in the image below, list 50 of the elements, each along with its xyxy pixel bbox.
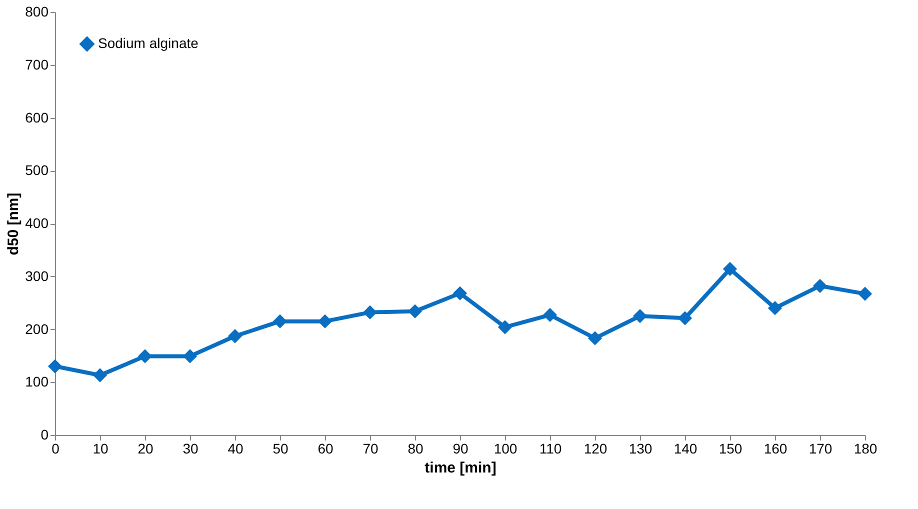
legend-label: Sodium alginate xyxy=(98,35,199,51)
x-tick-label: 70 xyxy=(362,440,378,456)
point xyxy=(722,262,738,276)
point xyxy=(182,349,198,364)
x-tick-label: 100 xyxy=(494,440,518,456)
x-tick-label: 140 xyxy=(674,440,698,456)
point xyxy=(452,286,468,300)
point xyxy=(812,278,828,293)
x-tick-label: 120 xyxy=(584,440,608,456)
y-tick-label: 800 xyxy=(25,4,49,20)
y-tick-label: 400 xyxy=(25,215,49,231)
x-axis-title: time [min] xyxy=(424,460,496,476)
x-tick-label: 170 xyxy=(808,440,832,456)
x-tick-label: 90 xyxy=(452,440,468,456)
x-tick-label: 0 xyxy=(52,440,60,456)
x-tick-label: 60 xyxy=(318,440,334,456)
y-axis-title: d50 [nm] xyxy=(5,192,22,256)
point xyxy=(228,329,242,344)
x-tick-label: 30 xyxy=(182,440,198,456)
point xyxy=(408,304,422,318)
x-tick-label: 80 xyxy=(408,440,424,456)
point xyxy=(272,314,288,328)
point xyxy=(318,314,332,328)
point xyxy=(632,308,648,324)
point xyxy=(542,308,558,322)
point xyxy=(92,368,108,382)
y-tick-label: 0 xyxy=(40,426,49,442)
x-tick-label: 50 xyxy=(272,440,288,456)
x-tick-label: 180 xyxy=(854,440,878,456)
y-tick-label: 200 xyxy=(25,320,49,337)
point xyxy=(48,359,62,374)
x-tick-label: 110 xyxy=(539,440,562,456)
point xyxy=(138,349,152,364)
point xyxy=(588,331,602,346)
x-tick-label: 130 xyxy=(628,440,652,456)
y-tick-label: 100 xyxy=(25,374,49,390)
x-tick-label: 160 xyxy=(764,440,788,456)
y-tick-label: 500 xyxy=(25,162,49,178)
y-tick-label: 300 xyxy=(25,268,49,284)
point xyxy=(858,286,872,301)
x-tick-label: 20 xyxy=(138,440,154,456)
x-tick-label: 10 xyxy=(92,440,108,456)
point xyxy=(768,301,782,316)
x-tick-label: 150 xyxy=(718,440,742,456)
point xyxy=(498,320,512,334)
point xyxy=(362,305,378,320)
y-tick-label: 600 xyxy=(25,109,49,126)
x-tick-label: 40 xyxy=(228,440,244,456)
y-tick-label: 700 xyxy=(25,56,49,72)
point xyxy=(678,311,692,326)
